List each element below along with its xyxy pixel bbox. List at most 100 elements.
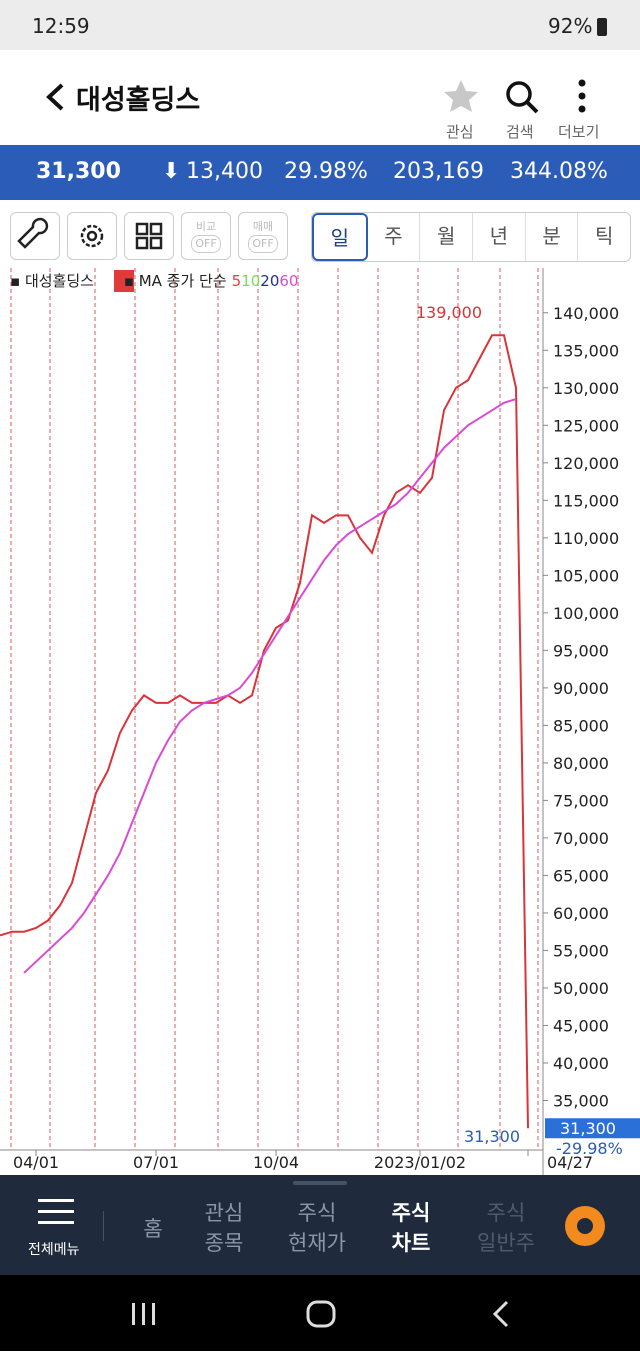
- x-tick-label: 10/04: [253, 1153, 299, 1172]
- toggle-label: 매매: [252, 220, 274, 233]
- search-icon[interactable]: [504, 80, 540, 116]
- price: 31,300: [36, 159, 121, 184]
- y-tick-label: 50,000: [553, 979, 609, 998]
- action-label: 관심: [446, 123, 474, 141]
- period-tab[interactable]: 일: [312, 213, 368, 261]
- trade-toggle[interactable]: 매매 OFF: [238, 212, 288, 260]
- legend-bullet: ▪: [124, 272, 139, 290]
- nav-item[interactable]: 주식: [297, 1201, 337, 1225]
- y-tick-label: 75,000: [553, 791, 609, 810]
- change: 13,400: [186, 159, 263, 184]
- y-tick-label: 105,000: [553, 566, 619, 585]
- toggle-state: OFF: [248, 235, 278, 253]
- y-tick-label: 120,000: [553, 454, 619, 473]
- period-tab[interactable]: 분: [526, 213, 579, 261]
- compare-toggle[interactable]: 비교 OFF: [181, 212, 231, 260]
- high-label: 139,000: [416, 303, 482, 322]
- price-line: [0, 334, 529, 1129]
- quote-bar: 31,300 ⬇ 13,400 29.98% 203,169 344.08%: [0, 145, 640, 200]
- handle: [293, 1181, 347, 1185]
- y-tick-label: 90,000: [553, 679, 609, 698]
- battery-icon: [597, 18, 607, 36]
- ma-period: 60: [279, 272, 298, 290]
- period-tab[interactable]: 틱: [594, 224, 614, 248]
- y-tick-label: 135,000: [553, 341, 619, 360]
- y-tick-label: 45,000: [553, 1016, 609, 1035]
- home-button[interactable]: [306, 1300, 336, 1328]
- nav-item[interactable]: 일반주: [477, 1231, 535, 1255]
- x-tick-label: 04/01: [13, 1153, 59, 1172]
- legend-period-bg: [114, 270, 134, 292]
- legend: ▪ 대성홀딩스 일 ▪ MA 종가 단순 5102060: [10, 272, 298, 290]
- y-tick-label: 60,000: [553, 904, 609, 923]
- system-buttons: [132, 1300, 509, 1328]
- star-icon[interactable]: [443, 78, 479, 114]
- stock-name: 대성홀딩스: [76, 85, 201, 116]
- last-price-box: [545, 1118, 640, 1139]
- tool-button[interactable]: [10, 212, 60, 260]
- system-nav: [0, 1275, 640, 1351]
- nav-item[interactable]: 종목: [204, 1231, 244, 1255]
- x-tick-label: 07/01: [133, 1153, 179, 1172]
- y-tick-label: 35,000: [553, 1091, 609, 1110]
- layout-button[interactable]: [124, 212, 174, 260]
- y-tick-label: 70,000: [553, 829, 609, 848]
- volume-rate: 344.08%: [510, 159, 608, 184]
- toggle-label: 비교: [195, 220, 217, 233]
- chart: 140,000 135,000 130,000 125,000 120,000 115,0…: [0, 268, 640, 1175]
- y-tick-label: 125,000: [553, 416, 619, 435]
- period-tab[interactable]: 주: [368, 213, 421, 261]
- ma-period: 5: [232, 272, 242, 290]
- battery: 92%: [548, 14, 593, 38]
- legend-bullet: ▪: [10, 272, 25, 290]
- last-label: 31,300: [464, 1127, 520, 1146]
- legend-period: 일: [100, 272, 114, 290]
- nav-item[interactable]: 주식: [486, 1201, 526, 1225]
- y-tick-label: 130,000: [553, 379, 619, 398]
- y-tick-label: 95,000: [553, 641, 609, 660]
- clock: 12:59: [32, 14, 90, 38]
- nav-item[interactable]: 홈: [143, 1217, 163, 1241]
- period-tabs: 일 주 월 년 분 틱: [311, 212, 631, 262]
- status-bar: 12:59 92%: [0, 0, 640, 50]
- y-tick-label: 85,000: [553, 716, 609, 735]
- recent-button[interactable]: [132, 1303, 155, 1325]
- nav-item[interactable]: 관심: [204, 1201, 244, 1225]
- y-tick-label: 40,000: [553, 1054, 609, 1073]
- volume: 203,169: [393, 159, 484, 184]
- back-button[interactable]: [492, 1300, 509, 1328]
- period-tab[interactable]: 월: [420, 213, 474, 261]
- price-line: [23, 398, 517, 974]
- ma-label: MA 종가 단순: [139, 272, 227, 290]
- action-label: 더보기: [558, 123, 600, 141]
- settings-button[interactable]: [67, 212, 117, 260]
- y-tick-label: 140,000: [553, 304, 619, 323]
- y-tick-label: 110,000: [553, 529, 619, 548]
- y-tick-label: 65,000: [553, 866, 609, 885]
- change-arrow: ⬇: [162, 159, 181, 184]
- back-button[interactable]: [44, 82, 66, 112]
- last-price-box-label: 31,300: [560, 1119, 616, 1138]
- more-icon[interactable]: [572, 78, 592, 114]
- nav-item[interactable]: 주식: [391, 1201, 431, 1225]
- nav-item[interactable]: 차트: [391, 1231, 431, 1255]
- menu-label: 전체메뉴: [28, 1242, 80, 1258]
- ma-period: 10: [241, 272, 260, 290]
- x-tick-label: 2023/01/02: [374, 1153, 466, 1172]
- ma-period: 20: [260, 272, 279, 290]
- rate: 29.98%: [284, 159, 368, 184]
- app-icon[interactable]: [564, 1205, 606, 1247]
- header: 대성홀딩스 관심 검색 더보기: [0, 50, 640, 145]
- last-rate: -29.98%: [556, 1139, 623, 1158]
- divider: [103, 1211, 104, 1241]
- toggle-state: OFF: [191, 235, 221, 253]
- y-tick-label: 55,000: [553, 941, 609, 960]
- period-tab[interactable]: 년: [473, 213, 526, 261]
- nav-item[interactable]: 현재가: [288, 1231, 346, 1255]
- y-tick-label: 100,000: [553, 604, 619, 623]
- menu-icon[interactable]: [38, 1197, 74, 1227]
- y-tick-label: 80,000: [553, 754, 609, 773]
- x-tick-label: 04/27: [547, 1153, 593, 1172]
